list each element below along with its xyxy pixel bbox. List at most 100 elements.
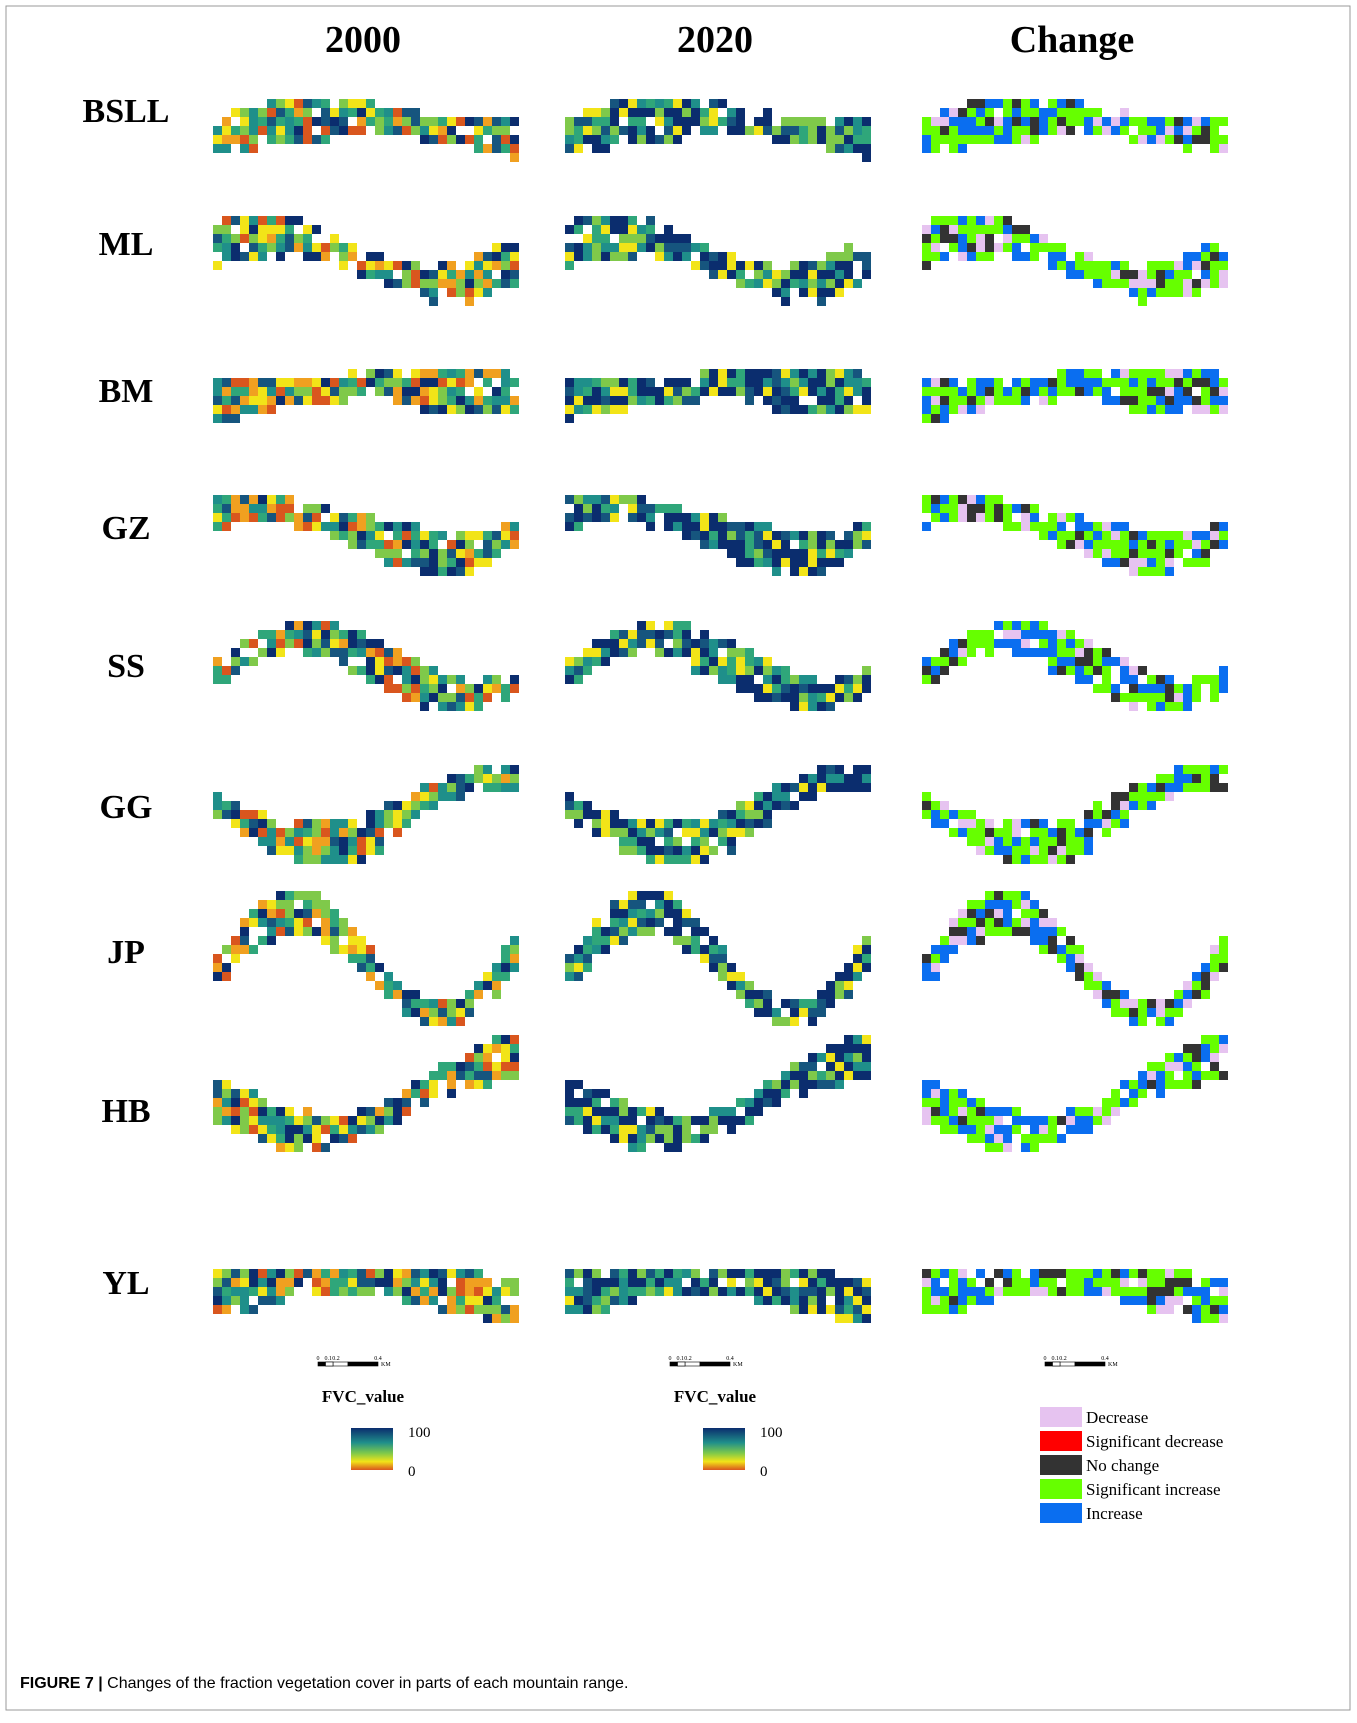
map-cell: [826, 270, 835, 279]
map-cell: [1102, 387, 1111, 396]
map-cell: [276, 99, 285, 108]
map-cell: [366, 270, 375, 279]
map-cell: [1075, 513, 1084, 522]
map-cell: [420, 1008, 429, 1017]
map-cell: [339, 1278, 348, 1287]
map-cell: [1210, 135, 1219, 144]
map-cell: [1120, 1269, 1129, 1278]
map-cell: [592, 1278, 601, 1287]
map-cell: [637, 891, 646, 900]
map-cell: [826, 369, 835, 378]
map-cell: [420, 396, 429, 405]
map-cell: [727, 117, 736, 126]
map-cell: [1012, 855, 1021, 864]
map-cell: [456, 540, 465, 549]
map-cell: [429, 684, 438, 693]
map-cell: [339, 1125, 348, 1134]
map-cell: [321, 1125, 330, 1134]
map-cell: [619, 495, 628, 504]
map-cell: [267, 504, 276, 513]
map-cell: [393, 801, 402, 810]
map-cell: [510, 963, 519, 972]
map-cell: [447, 1080, 456, 1089]
map-cell: [1093, 126, 1102, 135]
map-cell: [213, 666, 222, 675]
map-cell: [276, 216, 285, 225]
map-cell: [1021, 504, 1030, 513]
map-cell: [691, 1116, 700, 1125]
map-cell: [348, 945, 357, 954]
map-cell: [1084, 252, 1093, 261]
map-cell: [312, 837, 321, 846]
map-cell: [565, 522, 574, 531]
map-cell: [1156, 1017, 1165, 1026]
map-cell: [465, 702, 474, 711]
map-cell: [1210, 405, 1219, 414]
map-cell: [1003, 918, 1012, 927]
map-cell: [958, 1305, 967, 1314]
map-cell: [1111, 1269, 1120, 1278]
map-cell: [303, 234, 312, 243]
map-cell: [483, 1071, 492, 1080]
map-cell: [1129, 405, 1138, 414]
map-cell: [574, 972, 583, 981]
map-cell: [682, 819, 691, 828]
map-cell: [922, 1287, 931, 1296]
map-cell: [754, 1098, 763, 1107]
map-cell: [456, 117, 465, 126]
map-cell: [447, 558, 456, 567]
map-cell: [393, 810, 402, 819]
map-cell: [375, 828, 384, 837]
map-cell: [312, 387, 321, 396]
map-cell: [492, 684, 501, 693]
map-cell: [772, 792, 781, 801]
map-cell: [754, 117, 763, 126]
map-cell: [1057, 927, 1066, 936]
map-cell: [673, 1125, 682, 1134]
map-cell: [763, 657, 772, 666]
map-cell: [1120, 378, 1129, 387]
map-cell: [1138, 1296, 1147, 1305]
map-cell: [249, 495, 258, 504]
map-cell: [1147, 1008, 1156, 1017]
map-cell: [619, 252, 628, 261]
map-cell: [826, 252, 835, 261]
map-cell: [1165, 783, 1174, 792]
map-cell: [1048, 522, 1057, 531]
map-cell: [772, 783, 781, 792]
map-cell: [1021, 117, 1030, 126]
map-cell: [339, 639, 348, 648]
map-cell: [1066, 126, 1075, 135]
map-cell: [1120, 108, 1129, 117]
map-cell: [339, 243, 348, 252]
map-cell: [1165, 774, 1174, 783]
map-cell: [213, 1089, 222, 1098]
map-cell: [790, 549, 799, 558]
map-cell: [763, 1269, 772, 1278]
scale-segment: [1053, 1362, 1061, 1366]
map-cell: [411, 990, 420, 999]
map-cell: [501, 243, 510, 252]
map-cell: [967, 810, 976, 819]
map-cell: [258, 225, 267, 234]
map-cell: [718, 828, 727, 837]
map-cell: [1201, 540, 1210, 549]
map-cell: [456, 1305, 465, 1314]
map-cell: [1102, 675, 1111, 684]
map-cell: [366, 828, 375, 837]
map-cell: [501, 1314, 510, 1323]
map-cell: [447, 378, 456, 387]
map-cell: [501, 1278, 510, 1287]
map-cell: [1075, 270, 1084, 279]
map-cell: [826, 990, 835, 999]
map-cell: [1219, 1278, 1228, 1287]
map-cell: [664, 927, 673, 936]
map-cell: [438, 1305, 447, 1314]
map-cell: [655, 1134, 664, 1143]
map-cell: [583, 936, 592, 945]
map-cell: [628, 234, 637, 243]
map-cell: [492, 243, 501, 252]
map-cell: [1192, 774, 1201, 783]
map-cell: [817, 1053, 826, 1062]
map-cell: [655, 396, 664, 405]
